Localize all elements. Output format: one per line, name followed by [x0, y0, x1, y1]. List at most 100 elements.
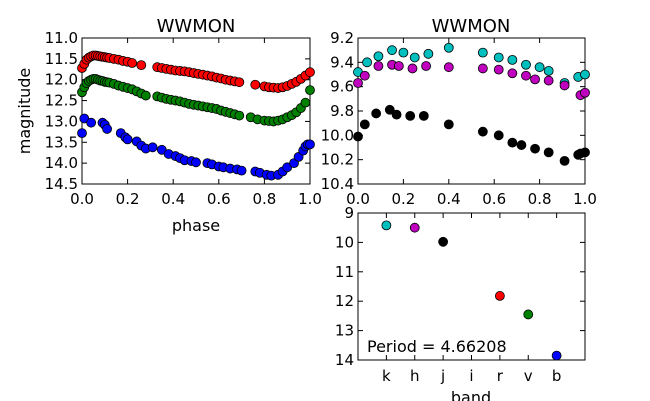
data-point — [300, 97, 311, 108]
band-point — [551, 350, 562, 361]
data-point — [136, 60, 147, 71]
y-tick-label: 12 — [335, 292, 354, 310]
data-point — [373, 61, 384, 71]
x-tick-label: 0.2 — [116, 190, 140, 208]
y-tick-label: 14.0 — [45, 154, 78, 172]
x-tick-label: 0.6 — [207, 190, 231, 208]
data-point — [305, 67, 315, 78]
data-point — [362, 57, 372, 68]
x-tick-label: h — [410, 367, 420, 385]
axis-ticks: 0.0 0.2 0.4 0.6 0.8 1.0 9.2 9.4 9.6 9.8 10.0 10.2 10… — [321, 29, 597, 208]
period-annotation: Period = 4.66208 — [367, 337, 507, 356]
data-point — [493, 52, 504, 63]
x-tick-label: 0.0 — [346, 190, 370, 208]
data-point — [543, 65, 554, 76]
data-point — [543, 147, 554, 158]
x-tick-label: 0.4 — [437, 190, 461, 208]
y-tick-label: 13.5 — [45, 133, 78, 151]
data-point — [418, 110, 429, 121]
y-tick-label: 14.5 — [45, 175, 78, 193]
data-point — [421, 61, 432, 71]
chart-title: WWMON — [432, 16, 511, 37]
data-point — [353, 131, 363, 142]
data-point — [122, 134, 133, 145]
data-point — [393, 61, 404, 71]
data-point — [373, 51, 384, 62]
x-tick-label: b — [552, 367, 562, 385]
band-point — [381, 220, 392, 231]
data-point — [516, 140, 527, 150]
data-points — [381, 220, 562, 361]
x-tick-label: 0.4 — [161, 190, 185, 208]
y-tick-label: 13 — [335, 322, 354, 340]
data-point — [359, 70, 370, 81]
data-point — [530, 74, 540, 85]
x-tick-label: 0.0 — [70, 190, 94, 208]
x-axis-label: band — [451, 388, 491, 401]
y-tick-label: 12.5 — [45, 92, 78, 110]
data-point — [559, 155, 570, 166]
x-tick-label: v — [524, 367, 533, 385]
plot-frame — [81, 37, 311, 185]
data-point — [86, 117, 97, 128]
data-point — [521, 70, 531, 81]
x-tick-label: 0.6 — [482, 190, 506, 208]
axis-ticks: 0.0 0.2 0.4 0.6 0.8 1.0 11.0 11.5 12.0 12.5 13.0 13… — [45, 29, 322, 208]
data-point — [250, 79, 261, 90]
data-point — [534, 62, 545, 73]
data-point — [443, 119, 454, 130]
x-tick-label: i — [469, 367, 473, 385]
chart-title: WWMON — [157, 16, 236, 37]
axis-ticks: k h j i r v b 9 10 11 12 13 14 — [335, 204, 585, 385]
y-tick-label: 9.8 — [330, 102, 354, 120]
data-point — [359, 119, 370, 130]
x-tick-label: j — [440, 367, 445, 385]
x-axis-label: phase — [172, 216, 220, 235]
y-tick-label: 9.6 — [330, 78, 354, 96]
data-point — [530, 143, 540, 154]
data-point — [305, 139, 315, 150]
y-tick-label: 14 — [335, 351, 354, 369]
x-tick-label: 0.8 — [528, 190, 552, 208]
data-point — [234, 77, 245, 88]
x-tick-label: r — [497, 367, 504, 385]
data-point — [391, 109, 402, 120]
data-point — [477, 47, 488, 58]
data-point — [127, 58, 138, 68]
data-point — [398, 47, 409, 58]
x-tick-label: 1.0 — [573, 190, 597, 208]
data-point — [234, 110, 245, 121]
y-tick-label: 11 — [335, 263, 354, 281]
data-point — [580, 87, 590, 98]
data-point — [443, 42, 454, 53]
data-point — [405, 110, 416, 121]
y-tick-label: 10.0 — [321, 126, 354, 144]
data-point — [580, 147, 590, 158]
data-point — [521, 59, 531, 70]
y-tick-label: 10.4 — [321, 175, 354, 193]
y-tick-label: 10.2 — [321, 151, 354, 169]
light-curve-panel-ir: WWMON 0.0 0.2 0.4 0.6 0.8 1.0 9.2 9.4 9.6 9.8 10.0… — [321, 16, 597, 208]
data-point — [477, 63, 488, 74]
data-point — [407, 63, 418, 74]
y-tick-label: 9 — [344, 204, 354, 222]
data-point — [387, 45, 397, 56]
data-point — [507, 68, 518, 79]
y-tick-label: 11.0 — [45, 29, 78, 47]
band-point — [409, 222, 420, 233]
y-tick-label: 9.2 — [330, 29, 354, 47]
y-axis-label: magnitude — [15, 68, 34, 155]
x-tick-label: 0.2 — [391, 190, 415, 208]
data-point — [77, 128, 87, 139]
band-point — [494, 291, 505, 301]
data-point — [559, 80, 570, 91]
data-point — [102, 124, 112, 134]
y-tick-label: 13.0 — [45, 112, 78, 130]
data-points — [353, 42, 590, 166]
data-point — [580, 69, 590, 80]
data-point — [305, 85, 315, 96]
x-tick-label: 1.0 — [298, 190, 322, 208]
data-point — [477, 126, 488, 137]
data-point — [443, 62, 454, 73]
